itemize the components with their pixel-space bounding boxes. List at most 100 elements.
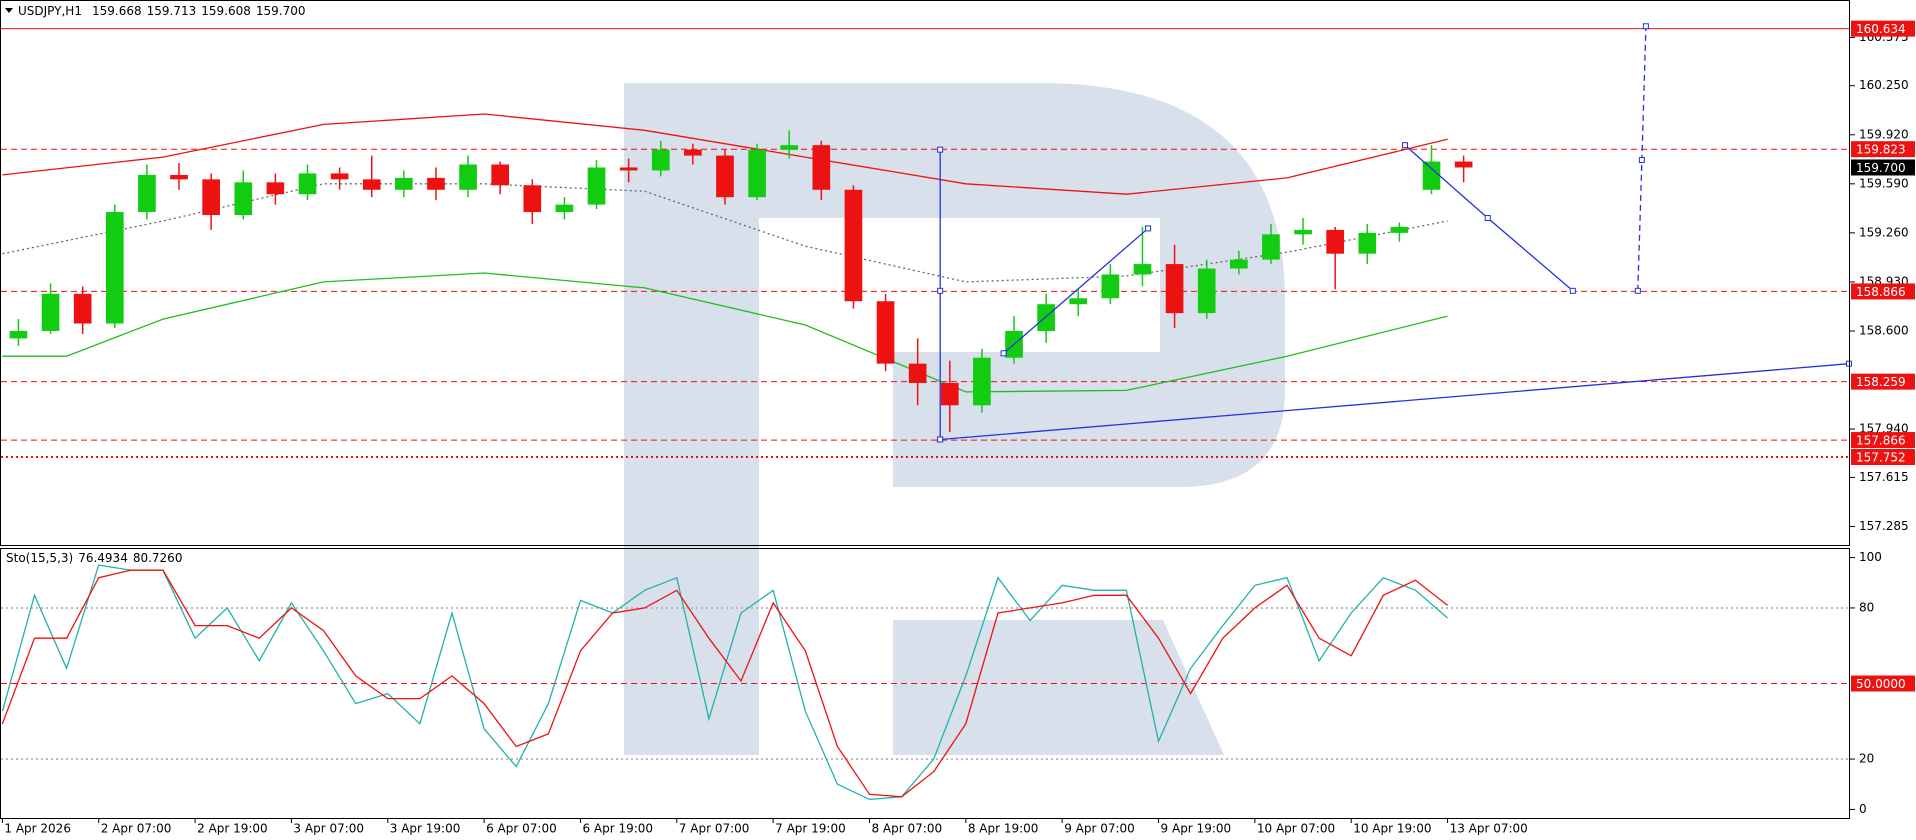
candle-body [1262,234,1280,260]
candle-body [202,179,220,216]
candle-body [1454,161,1473,168]
candle-body [1390,226,1409,233]
indicator-panel-frame [0,548,1850,819]
candle-body [1326,229,1344,254]
current-price-tag [1851,159,1915,176]
y-tick-label: 0 [1859,802,1867,816]
drawing-anchor [1642,23,1649,30]
menu-arrow[interactable] [5,8,13,13]
x-tick-label: 1 Apr 2026 [4,822,71,836]
candle-body [1358,232,1377,254]
header-low: 159.608 [201,4,251,18]
x-tick-label: 13 Apr 07:00 [1450,822,1528,836]
candle-body [684,149,702,156]
level-tag [1851,20,1915,37]
candle-body [9,330,28,339]
candle-body [105,212,124,324]
indicator-name: Sto(15,5,3) [6,551,73,565]
candle-body [555,204,574,213]
candle-body [1422,161,1441,190]
x-tick-label: 7 Apr 19:00 [775,822,846,836]
candle-body [41,293,60,331]
y-tick-label: 159.260 [1859,225,1909,239]
level-tag-label: 158.259 [1856,375,1906,389]
indicator-main-value: 76.4934 [78,551,128,565]
candle-body [1229,259,1248,269]
watermark-stem [624,83,759,755]
candle-body [330,173,349,180]
header-high: 159.713 [147,4,197,18]
drawing-anchor [937,146,944,153]
drawing-anchor [1145,225,1152,232]
candle-body [748,149,766,198]
x-tick-label: 10 Apr 07:00 [1257,822,1335,836]
candle-body [1165,264,1184,314]
indicator-line [2,272,1448,393]
main-panel-frame [0,0,1850,546]
header-close: 159.700 [256,4,306,18]
drawing-anchor [1402,142,1409,149]
watermark-leg [893,620,1224,755]
x-tick-label: 9 Apr 07:00 [1064,822,1135,836]
candle-body [587,167,606,205]
y-tick-label: 80 [1859,600,1874,614]
trend-drawing [1003,227,1149,354]
candle-body [138,174,156,213]
symbol: USDJPY,H1 [18,4,82,18]
y-tick-label: 20 [1859,752,1874,766]
y-tick-label: 159.920 [1859,127,1909,141]
x-tick-label: 2 Apr 19:00 [197,822,268,836]
candle-body [1101,274,1120,299]
x-tick-label: 7 Apr 07:00 [679,822,750,836]
level-tag [1851,141,1915,158]
plot-layer [1,23,1852,801]
x-tick-label: 2 Apr 07:00 [101,822,172,836]
level-tag [1851,373,1915,390]
indicator-line [1,569,1449,798]
y-tick-label: 159.590 [1859,176,1909,190]
level-tag-label: 158.866 [1856,285,1906,299]
level-tag [1851,675,1915,692]
header-open: 159.668 [92,4,142,18]
y-tick-label: 160.250 [1859,78,1909,92]
y-tick-label: 100 [1859,550,1882,564]
candle-body [651,149,670,171]
candle-body [716,155,734,198]
candle-body [1197,268,1216,314]
candle-body [170,174,188,180]
indicator-signal-value: 80.7260 [133,551,183,565]
indicator-line [2,113,1448,195]
x-tick-label: 9 Apr 19:00 [1161,822,1232,836]
candle-body [973,357,991,406]
x-tick-label: 8 Apr 07:00 [871,822,942,836]
indicator-header: Sto(15,5,3) 76.4934 80.7260 [6,551,182,565]
candle-body [908,363,927,383]
watermark [624,83,1285,755]
y-tick-label: 157.615 [1859,470,1909,484]
candle-body [73,293,92,324]
candle-body [619,167,638,171]
drawing-anchor [1638,157,1645,164]
candle-body [844,189,863,302]
drawing-anchor [1000,350,1007,357]
drawing-anchor [1484,215,1491,222]
candle-body [876,301,895,364]
candle-body [427,177,445,190]
candle-body [523,185,542,213]
candle-body [1133,264,1152,275]
candle-body [1069,298,1088,305]
drawing-anchor [937,436,944,443]
level-tag [1851,449,1915,466]
x-tick-label: 3 Apr 19:00 [390,822,461,836]
y-tick-label: 158.600 [1859,323,1909,337]
candle-body [362,179,381,190]
x-tick-label: 6 Apr 07:00 [486,822,557,836]
level-tag-label: 159.823 [1856,143,1906,157]
drawing-anchor [1634,287,1641,294]
current-price-label: 159.700 [1856,161,1906,175]
candle-body [459,164,477,190]
x-tick-label: 8 Apr 19:00 [968,822,1039,836]
y-tick-label: 157.285 [1859,519,1909,533]
